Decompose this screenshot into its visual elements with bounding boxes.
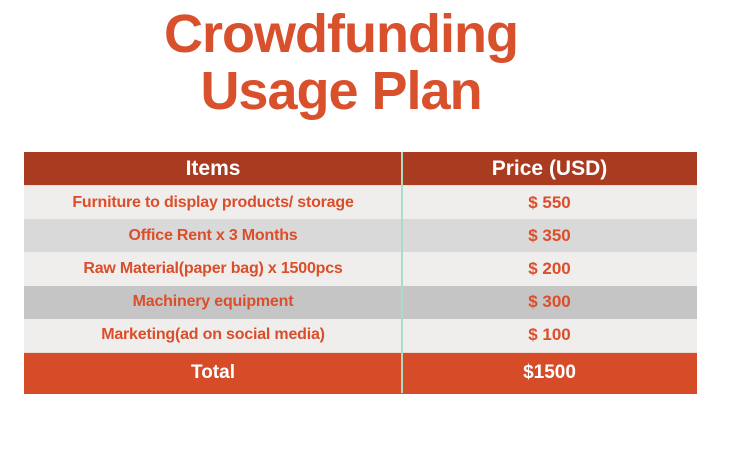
column-header-items: Items xyxy=(185,156,241,180)
price-cell: $ 350 xyxy=(528,225,571,245)
table-row: Marketing(ad on social media) $ 100 xyxy=(24,318,697,352)
usage-plan-table: Items Price (USD) Furniture to display p… xyxy=(24,152,697,394)
page-title-line1: Crowdfunding xyxy=(164,4,519,64)
item-cell: Machinery equipment xyxy=(132,293,294,311)
item-cell: Office Rent x 3 Months xyxy=(128,226,298,244)
price-cell: $ 550 xyxy=(528,192,571,212)
item-cell: Raw Material(paper bag) x 1500pcs xyxy=(83,259,343,277)
table-row: Office Rent x 3 Months $ 350 xyxy=(24,219,697,253)
total-price: $1500 xyxy=(523,362,576,384)
price-cell: $ 200 xyxy=(528,258,571,278)
price-cell: $ 100 xyxy=(528,325,571,345)
price-cell: $ 300 xyxy=(528,292,571,312)
total-label: Total xyxy=(191,362,235,384)
item-cell: Furniture to display products/ storage xyxy=(72,193,354,211)
table-row: Machinery equipment $ 300 xyxy=(24,285,697,319)
item-cell: Marketing(ad on social media) xyxy=(101,326,325,344)
table-row: Raw Material(paper bag) x 1500pcs $ 200 xyxy=(24,252,697,286)
table-header-row: Items Price (USD) xyxy=(24,152,697,186)
page-title: Crowdfunding Usage Plan xyxy=(0,6,682,120)
column-divider xyxy=(401,152,403,393)
table-total-row: Total $1500 xyxy=(24,351,697,394)
column-header-price: Price (USD) xyxy=(491,156,608,180)
page-title-line2: Usage Plan xyxy=(200,61,482,121)
table-row: Furniture to display products/ storage $… xyxy=(24,186,697,220)
